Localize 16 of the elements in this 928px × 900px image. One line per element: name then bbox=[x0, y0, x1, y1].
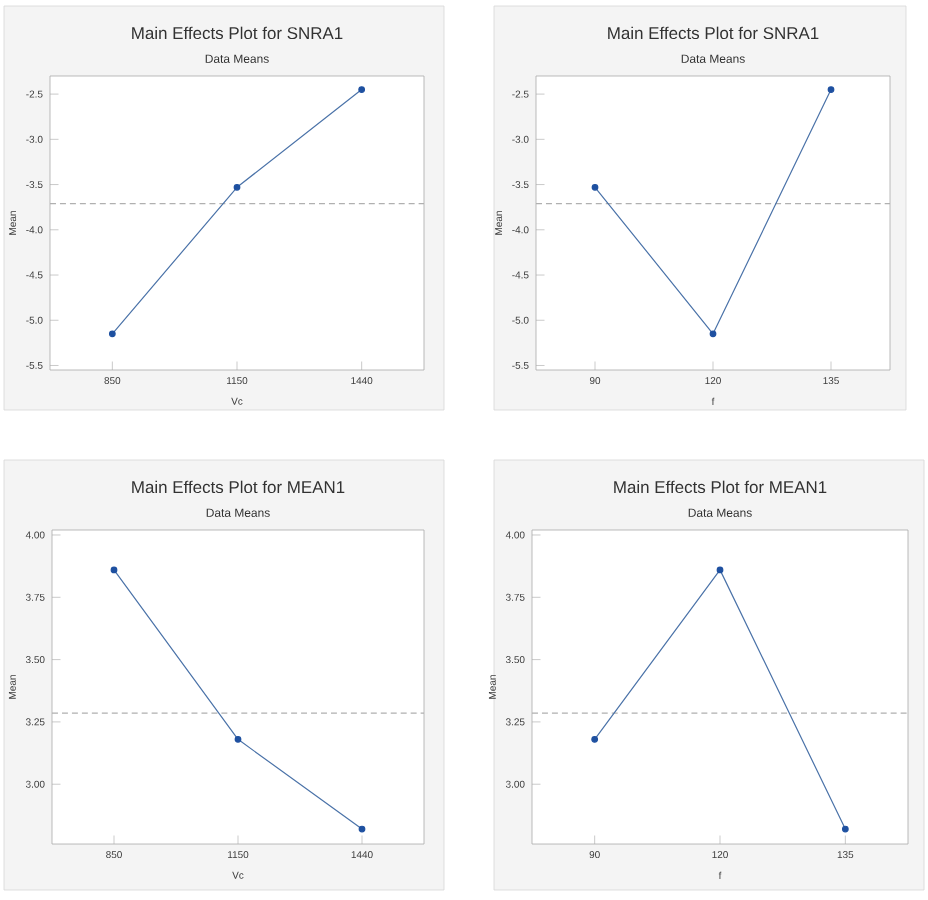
point bbox=[108, 330, 116, 338]
chart-title: Main Effects Plot for SNRA1 bbox=[132, 26, 343, 40]
point bbox=[233, 183, 241, 191]
point bbox=[709, 330, 717, 338]
chart-title: Main Effects Plot for SNRA1 bbox=[608, 26, 819, 40]
chart-title: Main Effects Plot for MEAN1 bbox=[132, 480, 345, 494]
point bbox=[591, 735, 599, 743]
point bbox=[358, 825, 366, 833]
point bbox=[841, 825, 849, 833]
point bbox=[358, 86, 366, 93]
chart-title: Main Effects Plot for MEAN1 bbox=[614, 480, 827, 494]
point bbox=[234, 735, 242, 743]
point bbox=[110, 566, 118, 574]
point bbox=[716, 566, 724, 574]
point bbox=[591, 183, 599, 191]
point bbox=[827, 86, 835, 93]
